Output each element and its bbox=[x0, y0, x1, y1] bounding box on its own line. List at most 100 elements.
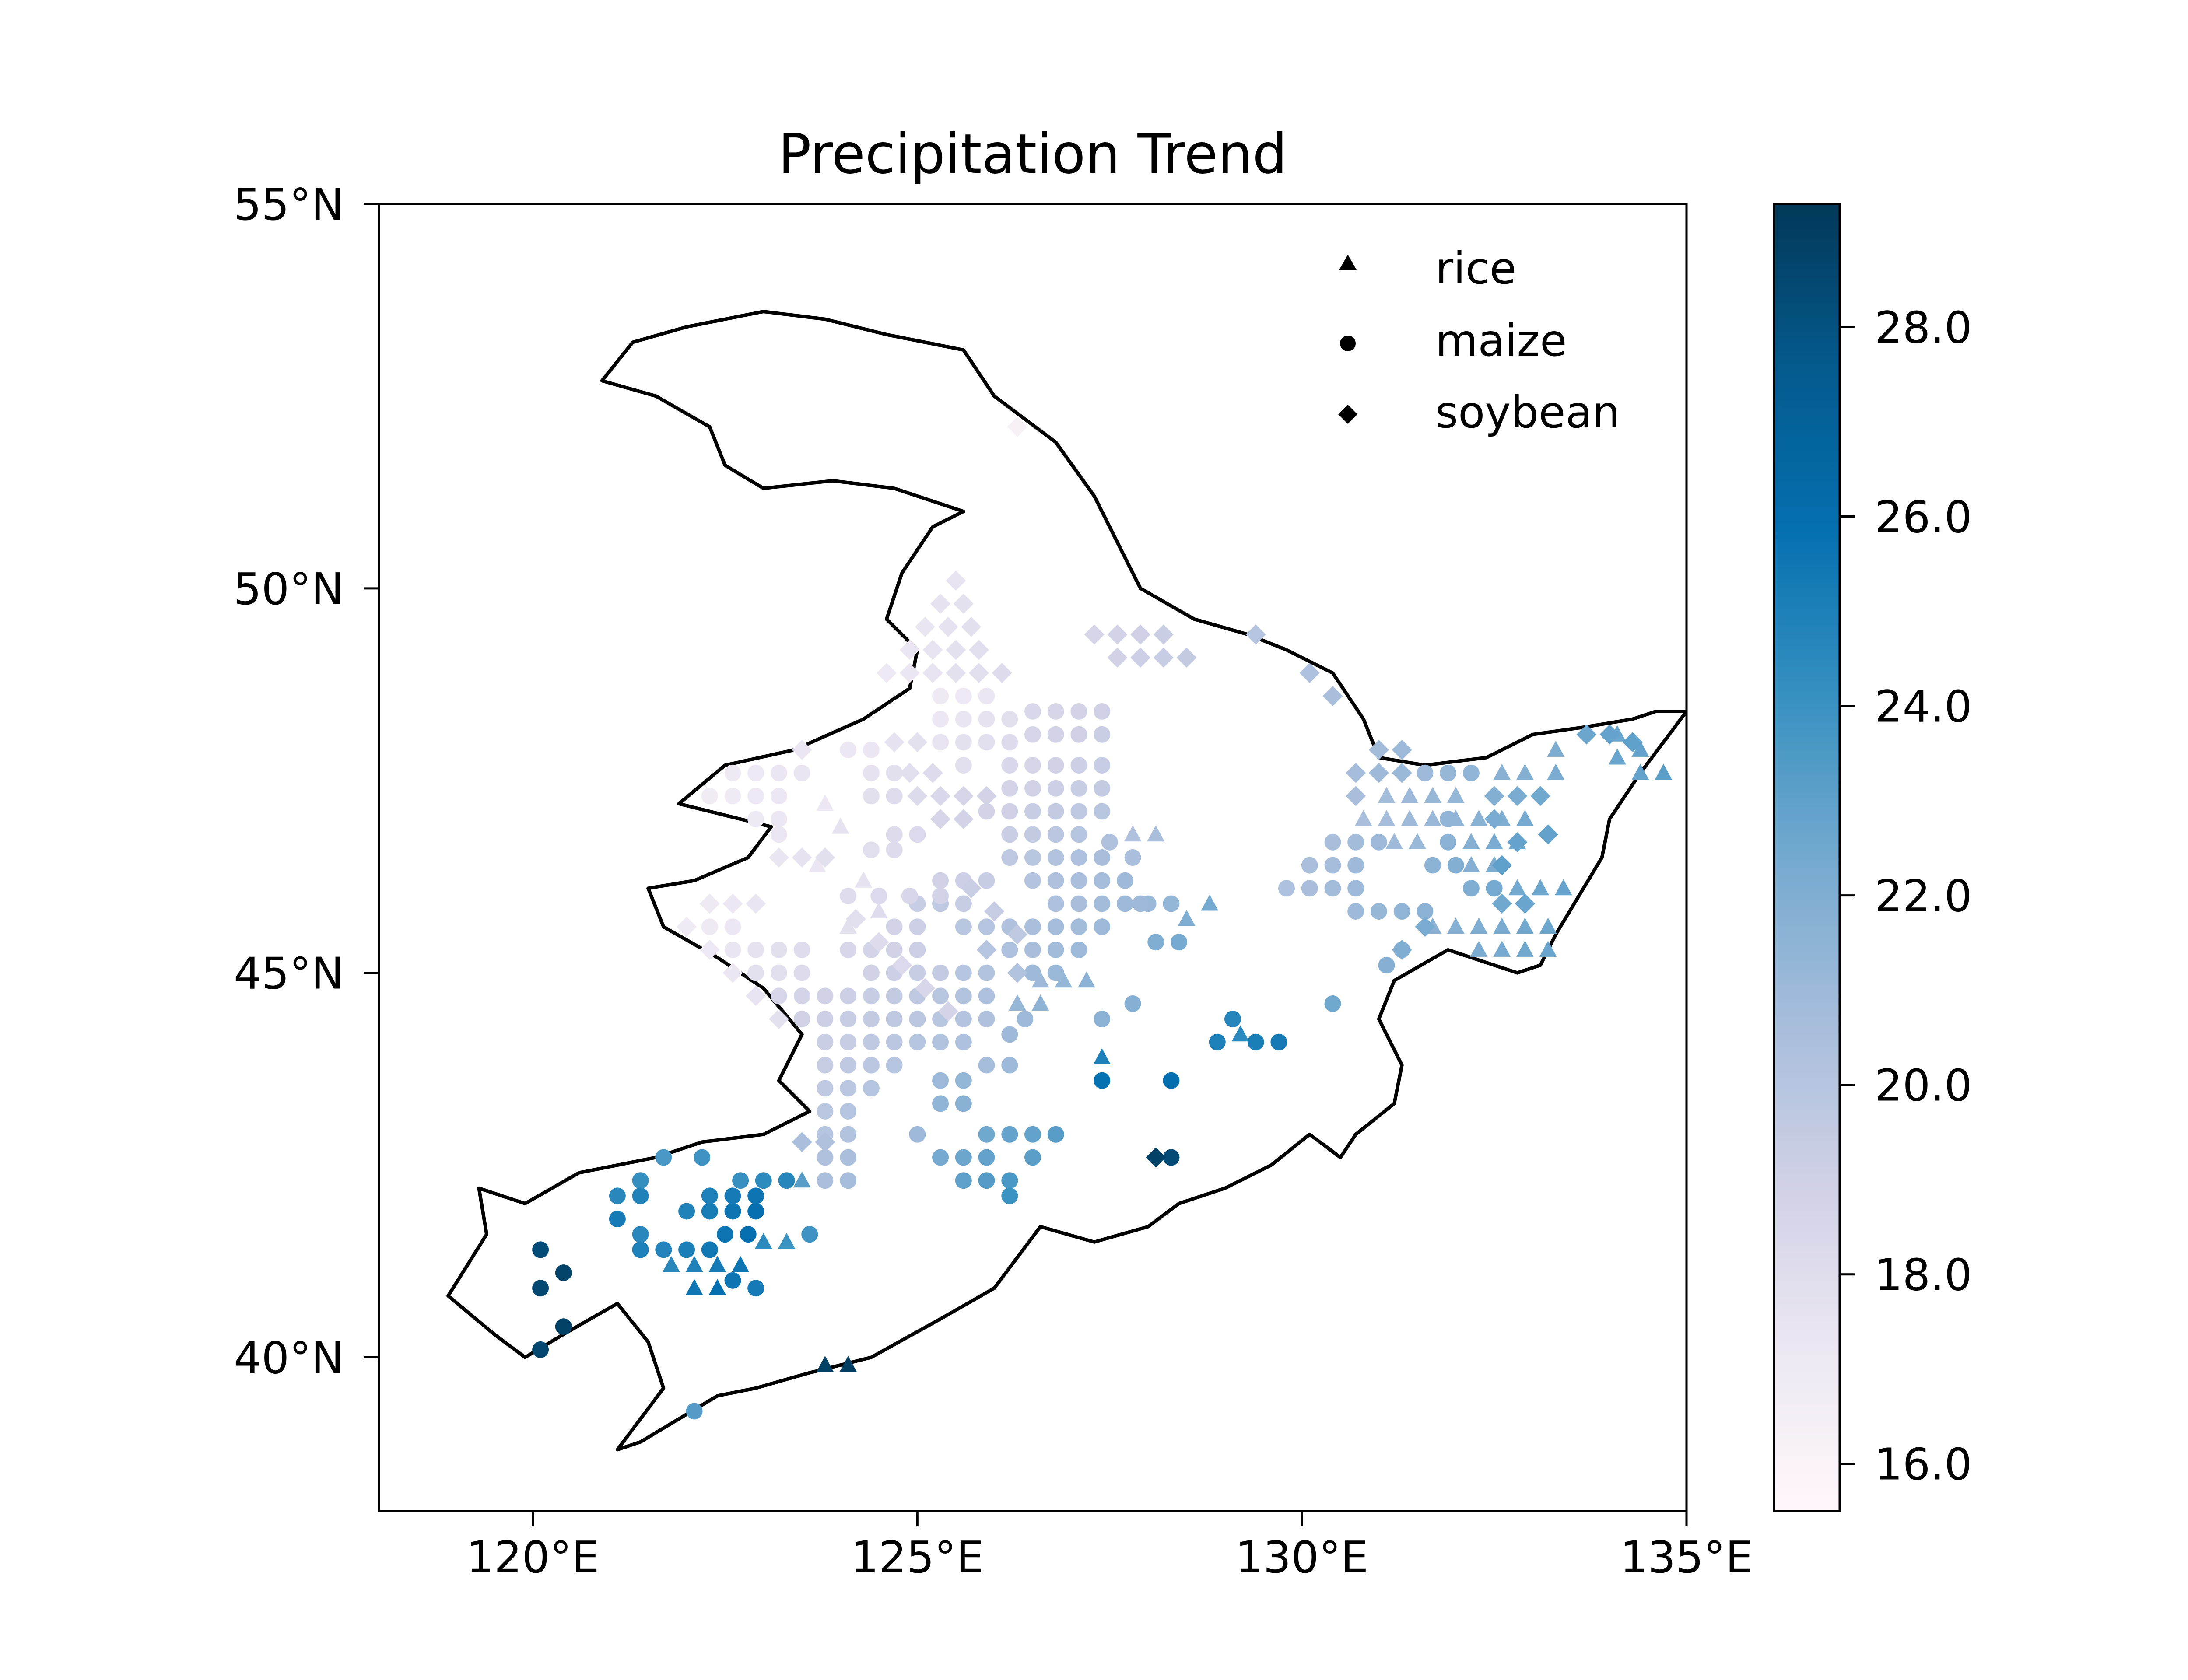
chart-title: Precipitation Trend bbox=[778, 122, 1287, 186]
soybean-point bbox=[1130, 648, 1151, 668]
maize-point bbox=[1024, 826, 1041, 843]
maize-point bbox=[886, 826, 903, 843]
rice-point bbox=[1508, 879, 1526, 896]
maize-point bbox=[793, 987, 810, 1004]
maize-point bbox=[909, 1033, 926, 1050]
rice-point bbox=[662, 1256, 680, 1272]
soybean-point bbox=[976, 786, 997, 806]
rice-point bbox=[1178, 910, 1196, 926]
maize-point bbox=[932, 1072, 949, 1089]
maize-point bbox=[609, 1187, 626, 1204]
maize-point bbox=[1047, 826, 1064, 843]
maize-point bbox=[978, 710, 995, 728]
maize-point bbox=[701, 918, 718, 935]
maize-point bbox=[686, 1403, 703, 1420]
soybean-point bbox=[992, 663, 1012, 683]
soybean-point bbox=[1599, 724, 1620, 745]
maize-point bbox=[1024, 726, 1041, 743]
maize-point bbox=[978, 964, 995, 981]
maize-point bbox=[555, 1264, 572, 1281]
soybean-point bbox=[961, 878, 982, 899]
maize-point bbox=[1024, 757, 1041, 774]
maize-point bbox=[1024, 872, 1041, 889]
rice-point bbox=[708, 1279, 726, 1295]
maize-point bbox=[978, 687, 995, 704]
soybean-point bbox=[899, 640, 920, 660]
rice-point bbox=[685, 1279, 703, 1295]
soybean-point bbox=[1368, 763, 1389, 783]
maize-point bbox=[1047, 757, 1064, 774]
maize-point bbox=[840, 1149, 857, 1166]
rice-point bbox=[1631, 763, 1649, 780]
maize-point bbox=[1024, 803, 1041, 820]
maize-point bbox=[1001, 734, 1018, 751]
maize-point bbox=[1347, 880, 1364, 897]
maize-point bbox=[870, 887, 887, 904]
maize-point bbox=[1124, 995, 1141, 1012]
maize-point bbox=[724, 764, 741, 781]
soybean-point bbox=[1507, 786, 1528, 806]
rice-point bbox=[1408, 833, 1426, 849]
maize-point bbox=[955, 1033, 972, 1050]
maize-point bbox=[932, 734, 949, 751]
maize-point bbox=[978, 1057, 995, 1074]
soybean-point bbox=[1153, 648, 1174, 668]
soybean-point bbox=[907, 732, 928, 752]
maize-point bbox=[978, 872, 995, 889]
maize-point bbox=[632, 1187, 649, 1204]
rice-point bbox=[1532, 879, 1550, 896]
maize-point bbox=[1324, 833, 1341, 850]
maize-point bbox=[1301, 857, 1318, 874]
maize-point bbox=[955, 734, 972, 751]
maize-point bbox=[817, 1172, 834, 1189]
maize-point bbox=[1424, 857, 1441, 874]
soybean-point bbox=[1622, 732, 1643, 752]
maize-point bbox=[1462, 764, 1480, 781]
soybean-point bbox=[946, 640, 966, 660]
soybean-point bbox=[1245, 624, 1266, 645]
maize-point bbox=[978, 1126, 995, 1143]
soybean-point bbox=[1299, 663, 1320, 683]
soybean-point bbox=[976, 939, 997, 960]
maize-point bbox=[1163, 1072, 1180, 1089]
maize-point bbox=[771, 964, 787, 981]
maize-point bbox=[1047, 1126, 1064, 1143]
maize-point bbox=[1024, 780, 1041, 797]
maize-point bbox=[955, 1072, 972, 1089]
x-tick-label: 130°E bbox=[1235, 1532, 1368, 1583]
maize-point bbox=[778, 1172, 795, 1189]
maize-point bbox=[1017, 1011, 1034, 1028]
maize-point bbox=[1094, 1011, 1111, 1028]
rice-point bbox=[1401, 787, 1419, 803]
maize-point bbox=[1001, 710, 1018, 728]
maize-point bbox=[1094, 703, 1111, 720]
maize-point bbox=[817, 1057, 834, 1074]
maize-point bbox=[747, 964, 764, 981]
maize-point bbox=[724, 941, 741, 958]
maize-point bbox=[863, 1011, 880, 1028]
maize-point bbox=[1163, 1149, 1180, 1166]
colorbar-tick-label: 24.0 bbox=[1875, 681, 1972, 732]
maize-point bbox=[817, 1011, 834, 1028]
maize-point bbox=[771, 764, 787, 781]
maize-point bbox=[701, 1187, 718, 1204]
maize-point bbox=[840, 741, 857, 758]
maize-point bbox=[655, 1149, 672, 1166]
soybean-point bbox=[1538, 824, 1558, 845]
maize-point bbox=[886, 788, 903, 805]
soybean-point bbox=[1322, 686, 1343, 706]
data-points bbox=[532, 416, 1673, 1420]
rice-point bbox=[1631, 740, 1649, 757]
maize-point bbox=[1070, 872, 1087, 889]
rice-point bbox=[1470, 940, 1488, 957]
maize-point bbox=[886, 918, 903, 935]
maize-point bbox=[1116, 895, 1133, 912]
rice-point bbox=[1462, 833, 1480, 849]
maize-point bbox=[886, 764, 903, 781]
maize-point bbox=[1116, 872, 1133, 889]
soybean-point bbox=[1392, 739, 1412, 760]
soybean-point bbox=[699, 939, 720, 960]
maize-point bbox=[909, 964, 926, 981]
rice-point bbox=[1447, 917, 1465, 934]
maize-point bbox=[609, 1211, 626, 1228]
